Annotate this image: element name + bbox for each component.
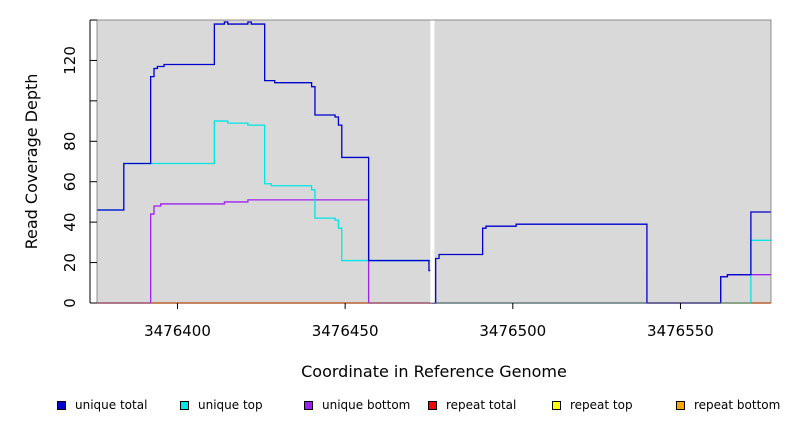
legend-label: unique bottom bbox=[322, 398, 411, 412]
legend-item-repeat-total: repeat total bbox=[428, 398, 516, 412]
y-axis: 0 20 40 60 80 120 bbox=[61, 19, 97, 308]
y-tick-label: 80 bbox=[61, 132, 79, 151]
y-tick-label: 40 bbox=[61, 213, 79, 232]
x-tick-label: 3476450 bbox=[312, 322, 379, 340]
legend-label: repeat bottom bbox=[694, 398, 781, 412]
gap-marker bbox=[430, 20, 435, 303]
legend-label: unique top bbox=[198, 398, 263, 412]
legend-item-unique-total: unique total bbox=[57, 398, 147, 412]
legend-swatch bbox=[304, 400, 313, 410]
legend-swatch bbox=[552, 400, 561, 410]
y-tick-label: 120 bbox=[61, 46, 79, 75]
series-unique-total-line bbox=[97, 21, 771, 304]
y-tick-label: 60 bbox=[61, 172, 79, 191]
legend: unique total unique top unique bottom repea… bbox=[0, 398, 792, 420]
legend-swatch bbox=[57, 400, 66, 410]
legend-label: repeat total bbox=[446, 398, 517, 412]
x-axis-label: Coordinate in Reference Genome bbox=[301, 362, 567, 381]
legend-swatch bbox=[180, 400, 189, 410]
legend-label: repeat top bbox=[570, 398, 633, 412]
legend-item-unique-top: unique top bbox=[180, 398, 263, 412]
legend-swatch bbox=[676, 400, 685, 410]
x-axis: 3476400 3476450 3476500 3476550 bbox=[144, 303, 714, 340]
x-tick-label: 3476550 bbox=[647, 322, 714, 340]
plot-frame bbox=[96, 19, 772, 304]
legend-item-repeat-top: repeat top bbox=[552, 398, 633, 412]
legend-label: unique total bbox=[75, 398, 148, 412]
x-tick-label: 3476500 bbox=[479, 322, 546, 340]
y-axis-label: Read Coverage Depth bbox=[22, 74, 41, 250]
legend-swatch bbox=[428, 400, 437, 410]
legend-item-repeat-bottom: repeat bottom bbox=[676, 398, 780, 412]
legend-item-unique-bottom: unique bottom bbox=[304, 398, 410, 412]
x-tick-label: 3476400 bbox=[144, 322, 211, 340]
y-tick-label: 20 bbox=[61, 253, 79, 272]
y-tick-label: 0 bbox=[61, 298, 79, 308]
